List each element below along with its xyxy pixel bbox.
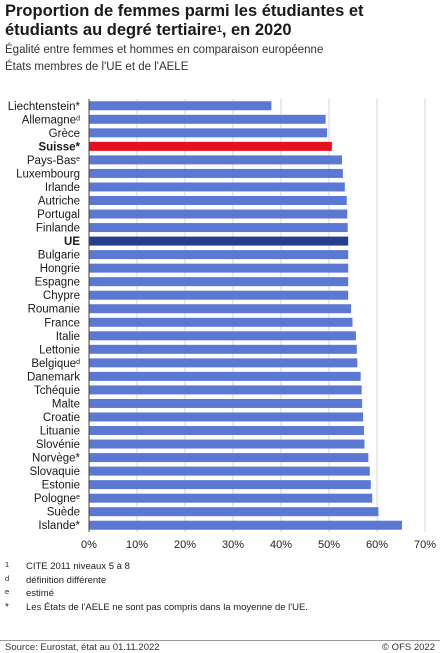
bar (89, 371, 361, 381)
title-line-1: Proportion de femmes parmi les étudiante… (5, 2, 364, 20)
category-label: France (44, 317, 80, 329)
category-label: Liechtenstein* (8, 101, 81, 113)
bar (89, 304, 352, 314)
bar (89, 168, 343, 178)
category-label: Italie (56, 331, 80, 343)
x-tick-label: 30% (222, 539, 244, 551)
bar (89, 182, 345, 192)
bar (89, 101, 272, 111)
bar (89, 155, 342, 165)
category-label: Tchéquie (34, 385, 80, 397)
bar (89, 331, 356, 341)
category-label: Irlande (45, 182, 80, 194)
bar (89, 277, 349, 287)
bar (89, 520, 402, 530)
bar (89, 263, 349, 273)
copyright: © OFS 2022 (382, 642, 435, 653)
category-label: Autriche (38, 195, 80, 207)
x-tick-label: 50% (318, 539, 340, 551)
category-label: Finlande (36, 223, 80, 235)
x-tick-label: 0% (81, 539, 97, 551)
category-label: Roumanie (28, 304, 80, 316)
category-label: Portugal (37, 209, 80, 221)
bar (89, 398, 363, 408)
bar (89, 358, 358, 368)
footer: Source: Eurostat, état au 01.11.2022 © O… (0, 640, 440, 653)
category-label: Grèce (49, 128, 80, 140)
category-label: Suède (47, 507, 80, 519)
footnote-mark: * (5, 601, 9, 613)
bar (89, 493, 373, 503)
title-footnote-mark: 1 (216, 24, 222, 34)
category-label: Espagne (35, 277, 80, 289)
bar (89, 195, 347, 205)
title-line-2: étudiants au degré tertiaire (5, 21, 217, 39)
bar-chart: 0% 10% 20% 30% 40% 50% 60% 70% Liechtenstein*All… (8, 99, 436, 551)
category-label: Allemagned (22, 114, 80, 126)
bar (89, 317, 353, 327)
bar-highlight (89, 236, 349, 246)
bar (89, 466, 370, 476)
x-tick-label: 60% (366, 539, 388, 551)
category-label: Slovénie (36, 439, 80, 451)
source-note: Source: Eurostat, état au 01.11.2022 (5, 642, 160, 653)
x-tick-label: 70% (414, 539, 436, 551)
bar (89, 223, 348, 233)
category-label: Lituanie (40, 426, 80, 438)
category-label: Slovaquie (29, 466, 80, 478)
title-line-2-end: , en 2020 (221, 21, 292, 39)
bar (89, 290, 349, 300)
footnote: 1 CITE 2011 niveaux 5 à 8 (5, 560, 435, 574)
footnote-text: Les États de l'AELE ne sont pas compris … (26, 601, 308, 613)
footnote: * Les États de l'AELE ne sont pas compris… (5, 601, 435, 615)
bar (89, 385, 362, 395)
category-label: Pays-Base (27, 155, 80, 167)
bar (89, 412, 364, 422)
category-label: Suisse* (38, 141, 80, 153)
category-label: Malte (52, 398, 80, 410)
bar (89, 507, 379, 517)
category-label: Croatie (43, 412, 80, 424)
category-label: Danemark (27, 371, 80, 383)
bar (89, 480, 371, 490)
footnote-text: CITE 2011 niveaux 5 à 8 (26, 561, 130, 572)
bar (89, 453, 369, 463)
category-label: UE (64, 236, 80, 248)
bar (89, 250, 349, 260)
bar (89, 344, 357, 354)
bar-highlight (89, 141, 332, 151)
footnote-mark: d (5, 573, 10, 583)
category-label: Chypre (43, 290, 80, 302)
x-tick-label: 10% (126, 539, 148, 551)
footnote-text: estimé (26, 588, 54, 599)
category-label: Lettonie (39, 344, 80, 356)
chart-title: Proportion de femmes parmi les étudiante… (5, 2, 435, 40)
category-label: Estonie (42, 480, 80, 492)
bar (89, 128, 328, 138)
footnote: e estimé (5, 587, 435, 601)
category-label: Islande* (38, 520, 80, 532)
category-label: Norvège* (32, 453, 80, 465)
footnotes: 1 CITE 2011 niveaux 5 à 8 d définition dif… (5, 560, 435, 614)
chart-subtitle-2: États membres de l'UE et de l'AELE (5, 61, 189, 73)
footnote-text: définition différente (26, 574, 107, 586)
footnote: d définition différente (5, 574, 435, 588)
x-tick-label: 40% (270, 539, 292, 551)
category-label: Luxembourg (16, 168, 80, 180)
category-label: Bulgarie (38, 250, 80, 262)
category-label: Polognee (34, 493, 80, 505)
bar (89, 114, 326, 124)
bar (89, 439, 365, 449)
category-label: Belgiqued (31, 358, 80, 370)
bar (89, 426, 365, 436)
footnote-mark: 1 (5, 560, 10, 569)
category-label: Hongrie (40, 263, 80, 275)
bar (89, 209, 348, 219)
chart-subtitle: Égalité entre femmes et hommes en compar… (5, 44, 324, 56)
x-tick-label: 20% (174, 539, 196, 551)
footnote-mark: e (5, 587, 10, 596)
